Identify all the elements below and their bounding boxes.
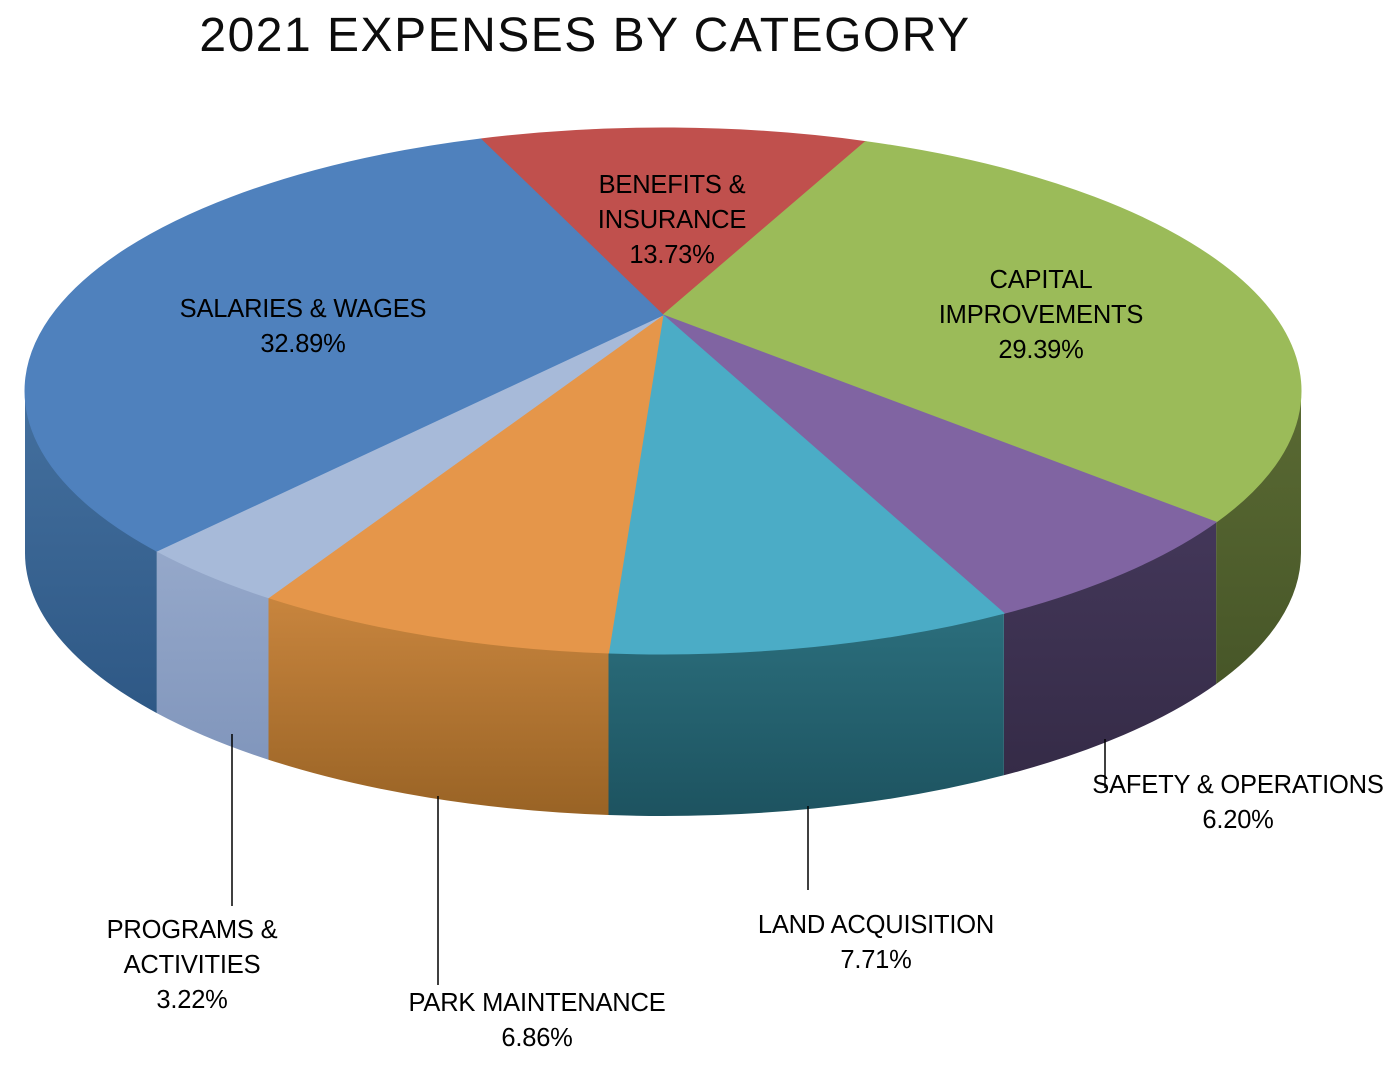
pie-slice-top-land-acquisition: [607, 314, 1005, 655]
slice-label-line: SAFETY & OPERATIONS: [1092, 771, 1384, 799]
slice-label-benefits-insurance: BENEFITS & INSURANCE 13.73%: [597, 168, 747, 273]
slice-label-line: PARK MAINTENANCE: [408, 989, 666, 1017]
pie-slice-wall-safety-operations: [1003, 522, 1217, 776]
pie-slice-top-safety-operations: [662, 314, 1218, 614]
slice-label-line: LAND ACQUISITION: [757, 911, 995, 939]
slice-value-label: 6.86%: [501, 1024, 573, 1052]
slice-label-salaries-wages: SALARIES & WAGES 32.89%: [180, 292, 427, 362]
pie-slice-top-park-maintenance: [267, 313, 664, 654]
slice-value-label: 32.89%: [260, 330, 346, 358]
pie-slice-top-salaries-wages: [24, 138, 664, 552]
slice-label-line: ACTIVITIES: [123, 951, 261, 979]
slice-label-park-maintenance: PARK MAINTENANCE 6.86%: [408, 986, 665, 1056]
slice-label-programs-activities: PROGRAMS & ACTIVITIES 3.22%: [107, 913, 278, 1018]
pie-slice-wall-capital-improvements: [1216, 391, 1301, 685]
pie-slice-wall-land-acquisition: [608, 613, 1004, 816]
chart-title: 2021 EXPENSES BY CATEGORY: [199, 9, 971, 62]
slice-value-label: 6.20%: [1202, 806, 1274, 834]
slice-label-capital-improvements: CAPITAL IMPROVEMENTS 29.39%: [938, 263, 1144, 368]
pie-slice-wall-park-maintenance: [268, 597, 609, 815]
slice-label-land-acquisition: LAND ACQUISITION 7.71%: [758, 908, 994, 978]
slice-value-label: 13.73%: [629, 241, 715, 269]
slice-label-line: BENEFITS &: [598, 171, 746, 199]
slice-label-line: IMPROVEMENTS: [938, 301, 1144, 329]
slice-label-safety-operations: SAFETY & OPERATIONS 6.20%: [1092, 768, 1384, 838]
slice-label-line: CAPITAL: [989, 266, 1093, 294]
slice-label-line: INSURANCE: [597, 206, 747, 234]
slice-label-line: PROGRAMS &: [106, 916, 278, 944]
slice-value-label: 29.39%: [998, 336, 1084, 364]
pie-slice-wall-salaries-wages: [24, 391, 157, 714]
slice-value-label: 7.71%: [840, 946, 912, 974]
slice-value-label: 3.22%: [156, 986, 228, 1014]
pie-slice-wall-programs-activities: [156, 551, 269, 760]
pie-slice-top-benefits-insurance: [479, 127, 867, 316]
pie-slice-top-capital-improvements: [662, 141, 1302, 523]
slice-label-line: SALARIES & WAGES: [179, 295, 427, 323]
